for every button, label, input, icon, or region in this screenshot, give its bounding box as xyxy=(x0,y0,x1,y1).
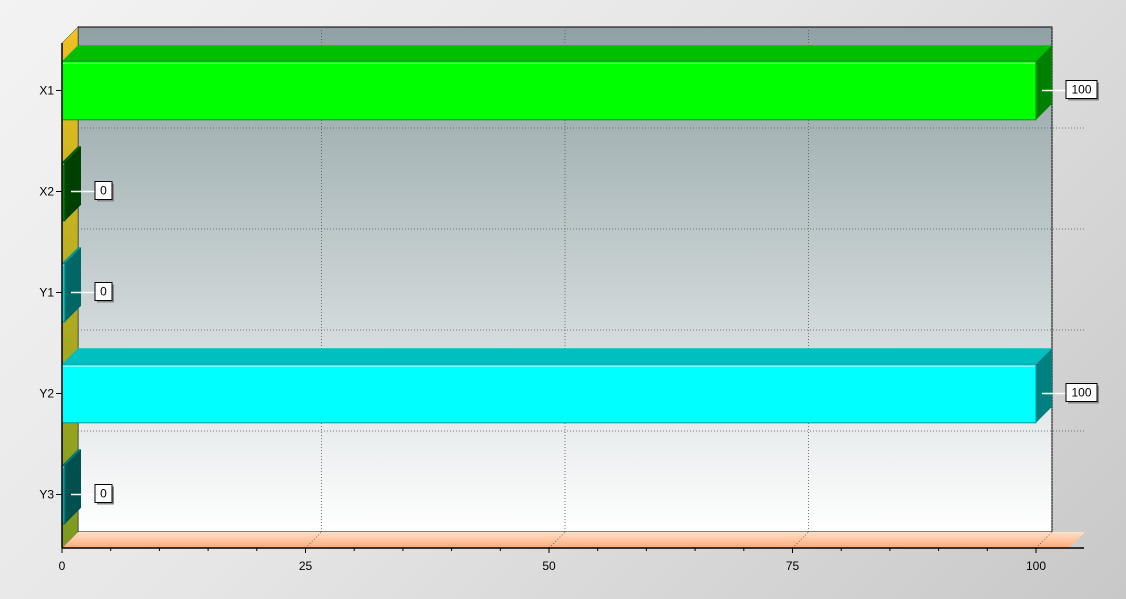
data-label-box xyxy=(94,484,113,503)
category-label: Y1 xyxy=(39,286,54,300)
data-label-box xyxy=(1065,383,1098,402)
bar-top-face xyxy=(62,449,81,466)
data-label-box xyxy=(1065,80,1098,99)
grid-floor-line xyxy=(548,531,566,549)
bar-side-face xyxy=(65,146,81,221)
bar-front-face xyxy=(61,60,1037,121)
data-label: 0 xyxy=(100,487,107,501)
data-label-box xyxy=(94,282,113,301)
grid-floor-line xyxy=(305,531,322,549)
category-label: Y2 xyxy=(39,387,54,401)
bar-top-face xyxy=(62,146,81,163)
grid-floor-line xyxy=(1035,531,1053,549)
data-label: 0 xyxy=(100,285,107,299)
bar-x1 xyxy=(61,45,1052,121)
category-label: X1 xyxy=(39,84,54,98)
bar-x2 xyxy=(61,146,81,222)
bar-y2 xyxy=(61,348,1052,424)
bar-y3 xyxy=(61,449,81,525)
data-label: 100 xyxy=(1071,83,1091,97)
x-tick-label: 50 xyxy=(542,559,556,573)
x-tick-label: 100 xyxy=(1026,559,1046,573)
x-tick-label: 25 xyxy=(299,559,313,573)
bar-side-face xyxy=(1036,45,1052,120)
bar-top-face xyxy=(62,247,81,264)
category-label: Y3 xyxy=(39,488,54,502)
data-label: 100 xyxy=(1071,386,1091,400)
bar-side-face xyxy=(65,247,81,322)
bar-top-face xyxy=(62,45,1052,62)
bar-top-face xyxy=(62,348,1052,365)
data-label: 0 xyxy=(100,184,107,198)
grid-floor-line xyxy=(792,531,809,549)
bar-side-face xyxy=(1036,348,1052,423)
plot-floor xyxy=(62,532,1085,548)
x-tick-label: 0 xyxy=(59,559,66,573)
x-tick-label: 75 xyxy=(786,559,800,573)
category-label: X2 xyxy=(39,185,54,199)
data-label-box xyxy=(94,181,113,200)
bar-front-face xyxy=(61,363,1037,424)
bar-side-face xyxy=(65,449,81,524)
